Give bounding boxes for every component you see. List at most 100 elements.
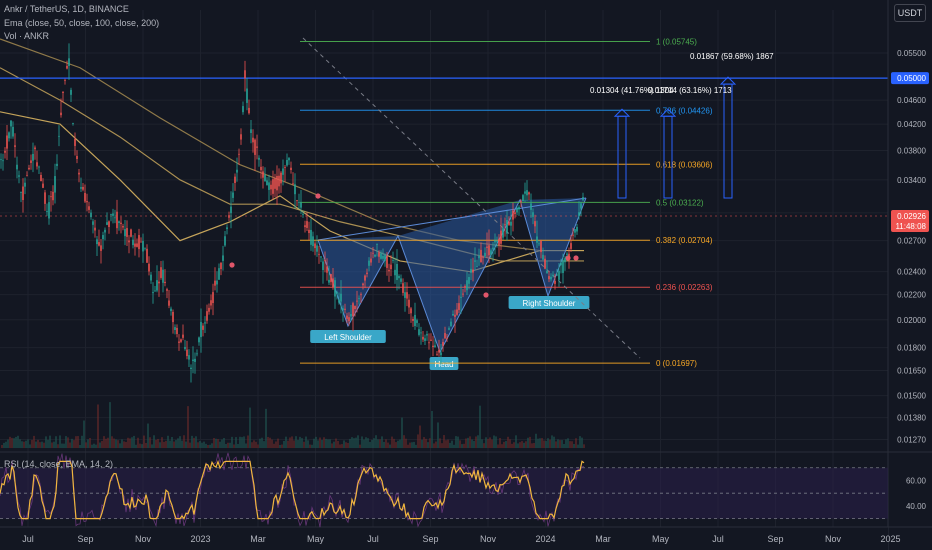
candle-body [60,112,62,116]
volume-bar [87,439,89,448]
volume-bar [477,435,479,448]
volume-bar [569,441,571,448]
candle-body [196,353,198,355]
candle-body [438,349,440,353]
volume-bar [435,441,437,448]
candle-body [70,89,72,95]
volume-bar [455,436,457,448]
price-tick-label: 0.01380 [897,414,926,423]
price-tick-label: 0.01500 [897,392,926,401]
volume-bar [453,444,455,448]
time-tick-label: Nov [135,534,152,544]
volume-bar [91,444,93,448]
candle-body [260,166,262,171]
candle-body [320,256,322,258]
volume-bar [349,438,351,448]
candle-body [386,256,388,268]
candle-body [172,311,174,323]
candle-body [224,236,226,246]
candle-body [110,213,112,215]
volume-bar [515,435,517,448]
candle-body [466,280,468,291]
candles [0,43,584,383]
candle-body [100,245,102,251]
candle-body [300,202,302,208]
candle-body [416,320,418,323]
candle-body [530,203,532,210]
volume-bar [51,442,53,448]
candle-body [204,322,206,324]
candle-body [498,238,500,246]
volume-bar [523,442,525,448]
price-tick-label: 0.04200 [897,120,926,129]
candle-body [452,313,454,316]
volume-bar [489,437,491,448]
candle-body [542,254,544,260]
candle-body [390,264,392,270]
volume-bar [429,438,431,448]
candle-body [430,339,432,341]
price-axis[interactable]: 0.055000.046000.042000.038000.034000.030… [887,0,932,550]
volume-bar [153,435,155,448]
volume-bar [277,438,279,448]
candle-body [394,269,396,276]
volume-bar [335,438,337,448]
candle-body [468,277,470,284]
rsi-legend: RSI (14, close, EMA, 14, 2) [4,459,114,469]
volume-bar [243,436,245,448]
candle-body [40,174,42,182]
volume-bar [189,442,191,448]
time-axis[interactable]: Jul Sep Nov 2023 Mar May Jul Sep Nov 2024 Mar May Ju… [0,526,932,550]
candle-body [36,162,38,167]
fib-label: 0.236 (0.02263) [656,283,713,292]
candle-body [130,229,132,237]
price-tick-label: 0.01270 [897,436,926,445]
candle-body [398,275,400,279]
candle-body [44,192,46,204]
price-tick-label: 0.05500 [897,49,926,58]
candle-body [476,266,478,268]
volume-bar [149,437,151,448]
candle-body [370,258,372,263]
volume-bar [171,436,173,448]
right-shoulder-label: Right Shoulder [523,299,576,308]
volume-bar [233,444,235,448]
target-arrow [617,115,627,199]
candle-body [58,135,60,137]
volume-bar [419,425,421,448]
time-tick-label: 2025 [880,534,900,544]
volume-bar [257,444,259,448]
time-tick-label: Jul [712,534,724,544]
candle-body [90,212,92,218]
marker-dot [565,255,571,261]
candle-body [408,299,410,308]
candle-body [284,167,286,168]
volume-bar [333,441,335,448]
time-tick-label: 2023 [190,534,210,544]
volume-bar [11,437,13,448]
candle-body [114,217,116,219]
candle-body [512,210,514,220]
volume-bar [45,436,47,448]
volume-bar [413,441,415,448]
currency-button[interactable]: USDT [894,4,926,22]
candle-body [458,303,460,310]
volume-bar [361,436,363,448]
price-tick-label: 0.02200 [897,291,926,300]
volume-bar [295,436,297,448]
target-arrow-head [613,108,631,117]
candle-body [434,345,436,347]
candle-body [484,252,486,257]
candle-body [264,174,266,182]
volume-bar [105,438,107,448]
volume-bar [209,444,211,448]
price-tick-label: 0.01650 [897,367,926,376]
candle-body [176,327,178,335]
candle-body [548,276,550,280]
volume-bar [107,437,109,448]
volume-bar [129,438,131,448]
candle-body [158,281,160,284]
volume-bar [265,408,267,448]
ema50-line [0,111,584,273]
marker-dot [573,255,579,261]
